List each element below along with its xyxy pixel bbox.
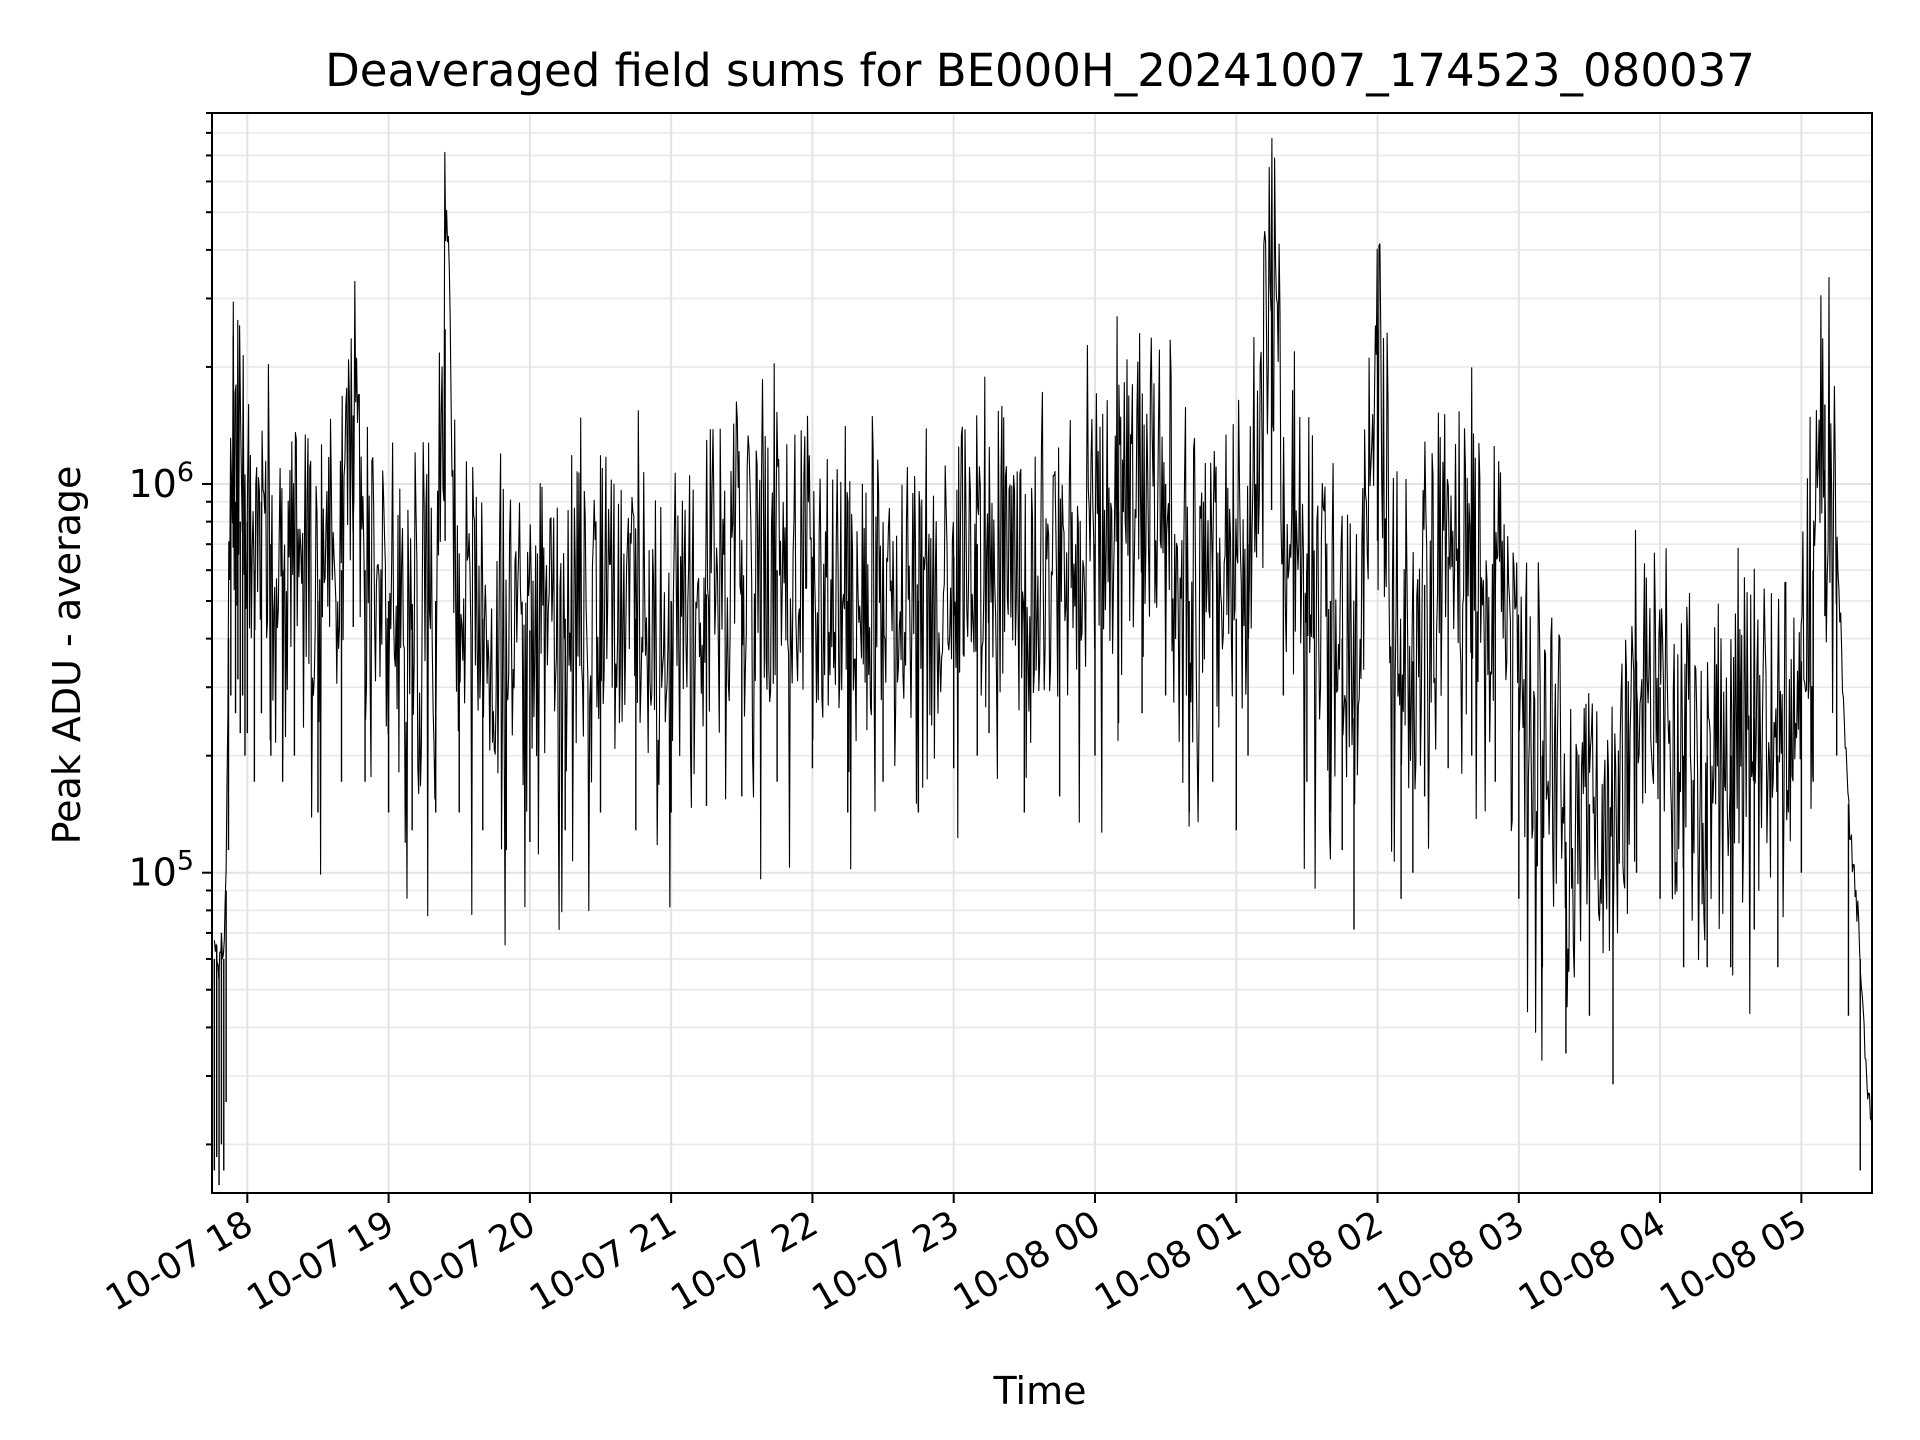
series-line <box>213 137 1872 1121</box>
y-axis-ticks: 105 106 <box>128 112 212 1146</box>
y-axis-label: Peak ADU - average <box>45 466 89 845</box>
series-layer <box>213 137 1873 1193</box>
minor-grid <box>212 112 1872 1146</box>
x-axis-label: Time <box>993 1369 1087 1413</box>
y-tick-label: 105 <box>128 846 194 895</box>
chart-title: Deaveraged field sums for BE000H_2024100… <box>325 44 1755 97</box>
y-tick-label: 106 <box>128 457 194 506</box>
plot-frame <box>211 112 1873 1194</box>
